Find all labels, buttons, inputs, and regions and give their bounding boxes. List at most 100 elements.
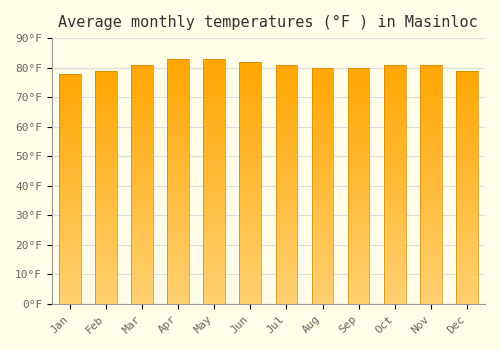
Bar	[168, 162, 189, 167]
Bar	[240, 294, 261, 299]
Bar	[384, 184, 406, 189]
Bar	[384, 160, 406, 165]
Bar	[456, 85, 478, 89]
Bar	[384, 122, 406, 127]
Bar	[312, 186, 334, 190]
Bar	[204, 186, 225, 191]
Bar	[204, 69, 225, 74]
Bar	[420, 228, 442, 232]
Bar	[276, 65, 297, 70]
Bar	[168, 255, 189, 260]
Bar	[420, 299, 442, 304]
Bar	[384, 146, 406, 151]
Bar	[95, 131, 116, 136]
Bar	[456, 183, 478, 187]
Bar	[312, 195, 334, 200]
Bar	[456, 178, 478, 183]
Bar	[240, 260, 261, 265]
Bar	[168, 83, 189, 88]
Bar	[384, 294, 406, 299]
Bar	[59, 276, 80, 281]
Bar	[348, 233, 370, 238]
Bar	[384, 242, 406, 246]
Bar	[131, 223, 153, 228]
Bar	[240, 207, 261, 212]
Bar	[131, 141, 153, 146]
Bar	[168, 137, 189, 142]
Bar	[59, 203, 80, 207]
Bar	[456, 80, 478, 85]
Bar	[204, 250, 225, 255]
Bar	[59, 110, 80, 115]
Bar	[204, 83, 225, 88]
Bar	[168, 186, 189, 191]
Bar	[312, 214, 334, 219]
Bar	[312, 153, 334, 158]
Bar	[204, 172, 225, 176]
Bar	[168, 235, 189, 240]
Bar	[312, 290, 334, 294]
Bar	[456, 173, 478, 178]
Bar	[312, 243, 334, 247]
Bar	[95, 155, 116, 159]
Bar	[59, 267, 80, 272]
Bar	[384, 251, 406, 256]
Bar	[95, 85, 116, 89]
Bar	[312, 224, 334, 228]
Bar	[312, 252, 334, 257]
Bar	[456, 71, 478, 75]
Bar	[168, 113, 189, 118]
Bar	[456, 201, 478, 206]
Bar	[204, 181, 225, 186]
Bar	[276, 165, 297, 170]
Bar	[384, 113, 406, 117]
Bar	[131, 213, 153, 218]
Bar	[59, 226, 80, 230]
Bar	[131, 228, 153, 232]
Bar	[131, 122, 153, 127]
Bar	[95, 206, 116, 211]
Bar	[240, 66, 261, 71]
Bar	[59, 92, 80, 97]
Bar	[456, 243, 478, 248]
Bar	[276, 228, 297, 232]
Bar	[95, 136, 116, 141]
Bar	[131, 232, 153, 237]
Bar	[456, 155, 478, 159]
Title: Average monthly temperatures (°F ) in Masinloc: Average monthly temperatures (°F ) in Ma…	[58, 15, 478, 30]
Bar	[456, 89, 478, 94]
Bar	[204, 211, 225, 216]
Bar	[456, 127, 478, 131]
Bar	[95, 117, 116, 122]
Bar	[240, 110, 261, 115]
Bar	[348, 115, 370, 120]
Bar	[384, 275, 406, 280]
Bar	[240, 265, 261, 270]
Bar	[131, 289, 153, 294]
Bar	[168, 147, 189, 152]
Bar	[59, 74, 80, 78]
Bar	[168, 206, 189, 211]
Bar	[384, 93, 406, 98]
Bar	[384, 65, 406, 70]
Bar	[456, 131, 478, 136]
Bar	[95, 285, 116, 290]
Bar	[348, 158, 370, 162]
Bar	[204, 59, 225, 64]
Bar	[168, 225, 189, 230]
Bar	[312, 219, 334, 224]
Bar	[95, 150, 116, 155]
Bar	[131, 65, 153, 70]
Bar	[276, 266, 297, 271]
Bar	[95, 75, 116, 80]
Bar	[95, 299, 116, 304]
Bar	[240, 275, 261, 280]
Bar	[312, 72, 334, 77]
Bar	[204, 220, 225, 225]
Bar	[95, 94, 116, 99]
Bar	[456, 192, 478, 197]
Bar	[384, 156, 406, 160]
Bar	[348, 247, 370, 252]
Bar	[384, 199, 406, 203]
Bar	[168, 152, 189, 157]
